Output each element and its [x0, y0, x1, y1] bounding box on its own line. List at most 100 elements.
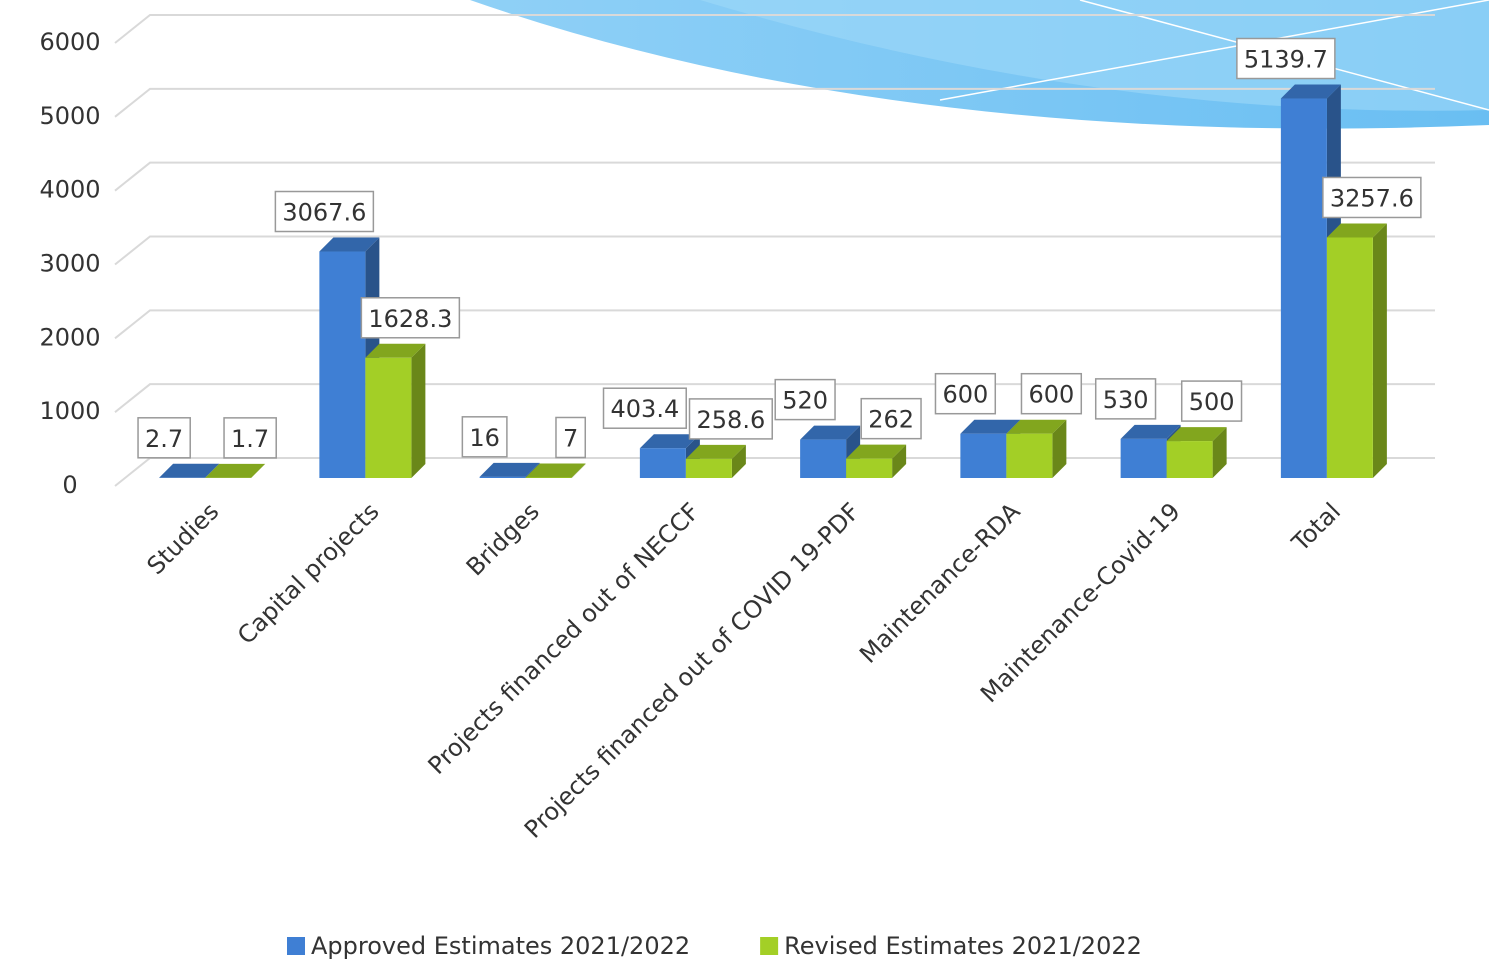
bar-top	[1006, 419, 1067, 434]
data-label: 16	[461, 416, 508, 458]
data-label-text: 600	[942, 381, 988, 409]
bar-top	[639, 434, 700, 449]
data-label: 520	[774, 378, 836, 421]
data-label-text: 2.7	[145, 425, 183, 453]
bar-side	[1052, 419, 1067, 478]
data-label-text: 520	[782, 387, 828, 415]
grid-line	[114, 87, 1435, 118]
data-label: 600	[1020, 372, 1083, 415]
y-tick-label: 1000	[39, 397, 100, 425]
bar-front	[319, 251, 366, 478]
data-label-box	[137, 417, 191, 459]
data-label-box	[1094, 378, 1157, 420]
bar-front	[1166, 441, 1213, 478]
bar	[525, 463, 586, 478]
x-tick-label: Projects financed out of NECCF	[423, 497, 705, 779]
data-label-box	[555, 416, 587, 459]
bar-top	[479, 462, 540, 477]
bar-front	[365, 357, 412, 478]
data-label-box	[1020, 372, 1083, 415]
bar-front	[525, 477, 572, 478]
bar-top	[846, 444, 907, 459]
bar-front	[1326, 237, 1373, 478]
grid-line	[114, 383, 1435, 413]
bar-top	[685, 444, 746, 459]
bar-side	[1372, 223, 1387, 478]
data-label: 600	[934, 372, 997, 415]
data-label: 5139.7	[1236, 37, 1336, 80]
y-tick-label: 3000	[39, 250, 100, 278]
data-label-box	[774, 378, 836, 421]
x-tick-label: Studies	[142, 497, 225, 580]
data-label: 2.7	[137, 417, 191, 459]
bar	[639, 434, 700, 478]
bar-top	[319, 237, 380, 252]
data-label: 500	[1180, 380, 1243, 422]
bar	[1326, 223, 1387, 478]
bar-top	[960, 419, 1021, 434]
bar-top	[1280, 84, 1341, 99]
data-label-box	[274, 190, 375, 233]
data-label-box	[860, 397, 922, 440]
bar	[205, 463, 266, 478]
data-label: 530	[1094, 378, 1157, 420]
data-label: 403.4	[602, 387, 687, 429]
bar-front	[1120, 438, 1167, 478]
data-label-text: 403.4	[611, 395, 680, 423]
grid-line	[114, 235, 1435, 266]
data-label-text: 258.6	[697, 406, 766, 434]
bar-side	[251, 463, 266, 478]
y-tick-label: 0	[62, 471, 77, 499]
data-label-text: 1628.3	[368, 305, 452, 333]
x-tick-label: Maintenance-RDA	[854, 497, 1026, 669]
data-label: 1.7	[223, 417, 277, 459]
background-swoosh	[470, 0, 1489, 129]
data-label-box	[934, 372, 997, 415]
bar-front	[479, 476, 526, 478]
bar-top	[800, 425, 861, 440]
x-tick-label: Projects financed out of COVID 19-PDF	[519, 497, 865, 843]
legend-swatch	[287, 937, 305, 955]
data-label-text: 3257.6	[1330, 184, 1414, 212]
x-tick-label: Bridges	[461, 497, 545, 581]
legend: Approved Estimates 2021/2022 Revised Esti…	[287, 932, 1142, 960]
legend-label: Approved Estimates 2021/2022	[311, 932, 690, 960]
bar-front	[800, 439, 847, 478]
data-label-text: 500	[1189, 388, 1235, 416]
bar-top	[159, 463, 220, 478]
data-label: 3257.6	[1322, 176, 1422, 219]
x-tick-label: Total	[1286, 497, 1346, 557]
y-tick-label: 6000	[39, 28, 100, 56]
bar-top	[1120, 424, 1181, 439]
bar	[1166, 427, 1227, 478]
data-label-text: 7	[563, 424, 578, 452]
y-tick-label: 2000	[39, 323, 100, 351]
bar-top	[1166, 427, 1227, 442]
data-label-text: 5139.7	[1244, 46, 1328, 74]
data-label-box	[223, 417, 277, 459]
bar	[846, 444, 907, 478]
bar-side	[731, 444, 746, 478]
bar-front	[960, 433, 1007, 478]
data-label-box	[360, 297, 461, 339]
data-label-box	[1236, 37, 1336, 80]
bar-top	[525, 463, 586, 478]
grid-line	[114, 161, 1435, 192]
data-label: 262	[860, 397, 922, 440]
data-label-text: 600	[1028, 381, 1074, 409]
y-tick-label: 5000	[39, 102, 100, 130]
bar-front	[639, 448, 686, 478]
bar-side	[411, 343, 426, 478]
data-label-text: 1.7	[231, 425, 269, 453]
legend-swatch	[760, 937, 779, 955]
data-label-text: 16	[469, 424, 500, 452]
data-label-text: 3067.6	[282, 199, 366, 227]
grid-line	[114, 14, 1435, 44]
bar-front	[1006, 433, 1053, 478]
data-label: 3067.6	[274, 190, 375, 233]
bar-side	[892, 444, 907, 478]
bar-side	[1212, 427, 1227, 478]
bar-top	[205, 463, 266, 478]
grid-line	[114, 309, 1435, 340]
